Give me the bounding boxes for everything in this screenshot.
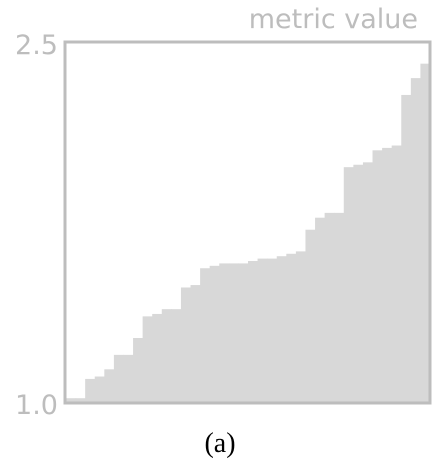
area-step-6 bbox=[123, 354, 134, 403]
area-step-21 bbox=[267, 258, 278, 403]
area-step-12 bbox=[180, 287, 192, 403]
plot-frame bbox=[63, 40, 432, 405]
area-step-1 bbox=[75, 398, 86, 403]
area-step-13 bbox=[190, 285, 201, 403]
area-step-9 bbox=[152, 313, 163, 403]
area-step-4 bbox=[104, 369, 115, 403]
area-step-30 bbox=[353, 164, 364, 403]
area-step-17 bbox=[228, 263, 240, 403]
area-step-3 bbox=[94, 376, 105, 403]
area-step-26 bbox=[315, 217, 326, 403]
area-step-10 bbox=[161, 309, 172, 403]
area-step-18 bbox=[238, 263, 249, 403]
data-area bbox=[66, 63, 431, 404]
area-step-25 bbox=[305, 229, 316, 403]
area-step-22 bbox=[276, 256, 287, 403]
area-step-16 bbox=[219, 263, 230, 403]
area-step-2 bbox=[85, 378, 96, 403]
y-tick-label-top: 2.5 bbox=[15, 30, 58, 61]
area-step-0 bbox=[66, 398, 77, 403]
area-step-32 bbox=[372, 150, 383, 403]
y-axis-label: metric value bbox=[249, 4, 418, 35]
area-step-14 bbox=[200, 268, 211, 403]
area-step-20 bbox=[257, 258, 268, 403]
area-step-29 bbox=[343, 167, 354, 403]
figure-caption: (a) bbox=[204, 428, 235, 459]
area-step-23 bbox=[286, 253, 297, 403]
area-step-7 bbox=[133, 338, 144, 403]
area-step-8 bbox=[142, 316, 153, 403]
area-step-37 bbox=[420, 63, 431, 403]
area-step-28 bbox=[334, 212, 345, 403]
area-step-11 bbox=[171, 309, 182, 403]
area-step-33 bbox=[382, 147, 393, 403]
area-step-31 bbox=[362, 162, 374, 403]
area-step-34 bbox=[391, 145, 402, 404]
area-step-24 bbox=[295, 251, 307, 403]
area-step-5 bbox=[113, 354, 125, 403]
area-step-19 bbox=[248, 261, 259, 403]
area-step-35 bbox=[401, 94, 412, 403]
y-tick-label-bottom: 1.0 bbox=[15, 390, 58, 421]
area-step-15 bbox=[209, 265, 220, 403]
area-step-27 bbox=[324, 212, 335, 403]
area-step-36 bbox=[410, 78, 422, 403]
